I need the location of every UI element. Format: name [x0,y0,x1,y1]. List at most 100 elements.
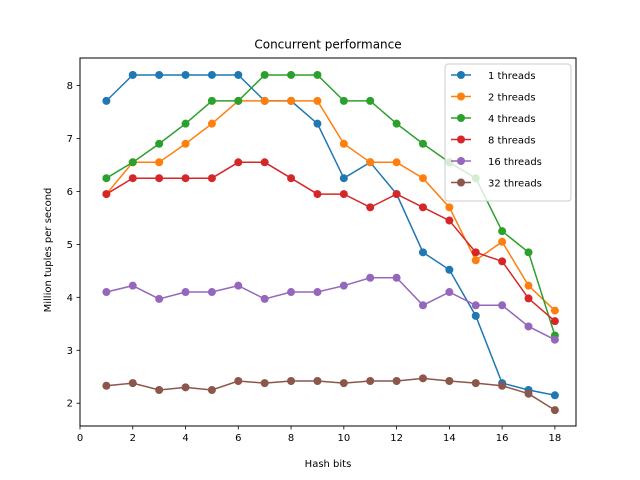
data-point [287,70,296,79]
data-point [181,70,190,79]
legend-swatch-marker [457,157,465,165]
data-point [366,203,375,212]
data-point [260,158,269,167]
data-point [418,301,427,310]
data-point [181,383,190,392]
data-point [392,119,401,128]
legend-swatch-marker [457,178,465,187]
series-8-threads [102,158,559,326]
x-tick-label: 18 [549,433,562,444]
data-point [418,248,427,257]
legend: 1 threads 2 threads 4 threads 8 threads 16 t… [444,63,572,202]
data-point [498,237,507,246]
x-tick-label: 16 [496,433,509,444]
data-point [445,288,454,297]
data-point [234,158,243,167]
legend-label: 1 threads [488,71,536,82]
data-point [313,70,322,79]
y-axis-label: Million tuples per second [43,188,54,313]
data-point [498,381,507,390]
data-point [128,70,137,79]
data-point [128,174,137,183]
data-point [234,376,243,385]
data-point [498,227,507,236]
data-point [418,203,427,212]
legend-swatch-marker [457,114,465,122]
data-point [234,96,243,105]
data-point [550,335,559,344]
data-point [155,139,164,148]
data-point [498,301,507,310]
data-point [155,294,164,303]
data-point [366,96,375,105]
data-point [260,70,269,79]
data-point [128,379,137,388]
y-tick-label: 4 [67,293,73,304]
data-point [313,96,322,105]
x-tick-label: 2 [130,433,136,444]
data-point [313,288,322,297]
data-point [181,139,190,148]
data-point [498,257,507,266]
data-point [339,379,348,388]
data-point [471,301,480,310]
data-point [392,376,401,385]
series-line-32-threads [106,377,556,411]
data-point [392,273,401,282]
data-point [339,139,348,148]
data-point [287,376,296,385]
legend-item-32-threads: 32 threads [451,178,542,190]
x-tick-label: 8 [288,433,294,444]
data-point [445,203,454,212]
legend-item-16-threads: 16 threads [451,157,542,168]
data-point [445,265,454,274]
series-line-8-threads [105,161,556,322]
data-point [207,174,216,183]
data-point [445,376,454,385]
legend-item-8-threads: 8 threads [451,135,536,147]
plot-frame [79,57,577,427]
legend-label: 32 threads [488,179,542,190]
data-point [445,216,454,225]
data-point [102,174,111,183]
y-tick-label: 7 [67,134,73,145]
data-point [155,385,164,394]
x-axis: 0 2 4 6 8 10 12 14 16 18 [77,426,561,444]
data-point [313,376,322,385]
legend-label: 8 threads [488,136,536,147]
x-tick-label: 0 [77,433,83,444]
series-line-1-threads [105,74,556,397]
data-point [550,391,559,400]
data-point [155,70,164,79]
chart-title: Concurrent performance [254,38,401,52]
y-tick-label: 6 [67,187,73,198]
data-point [418,139,427,148]
data-point [339,174,348,183]
data-point [181,288,190,297]
data-point [234,281,243,290]
series-16-threads [102,273,559,344]
data-point [260,96,269,105]
data-point [207,96,216,105]
data-point [155,158,164,167]
x-tick-label: 4 [182,433,188,444]
x-axis-label: Hash bits [305,459,352,470]
y-tick-label: 8 [67,81,73,92]
data-point [550,306,559,315]
legend-item-2-threads: 2 threads [451,92,536,104]
data-point [339,96,348,105]
data-point [260,294,269,303]
data-point [550,317,559,326]
data-point [313,190,322,199]
series-32-threads [102,374,559,415]
data-point [524,322,533,331]
data-point [181,119,190,128]
series-group [102,70,559,415]
data-point [471,256,480,265]
data-point [207,288,216,297]
data-point [418,174,427,183]
data-point [313,119,322,128]
data-point [392,190,401,199]
y-tick-label: 3 [67,346,73,357]
